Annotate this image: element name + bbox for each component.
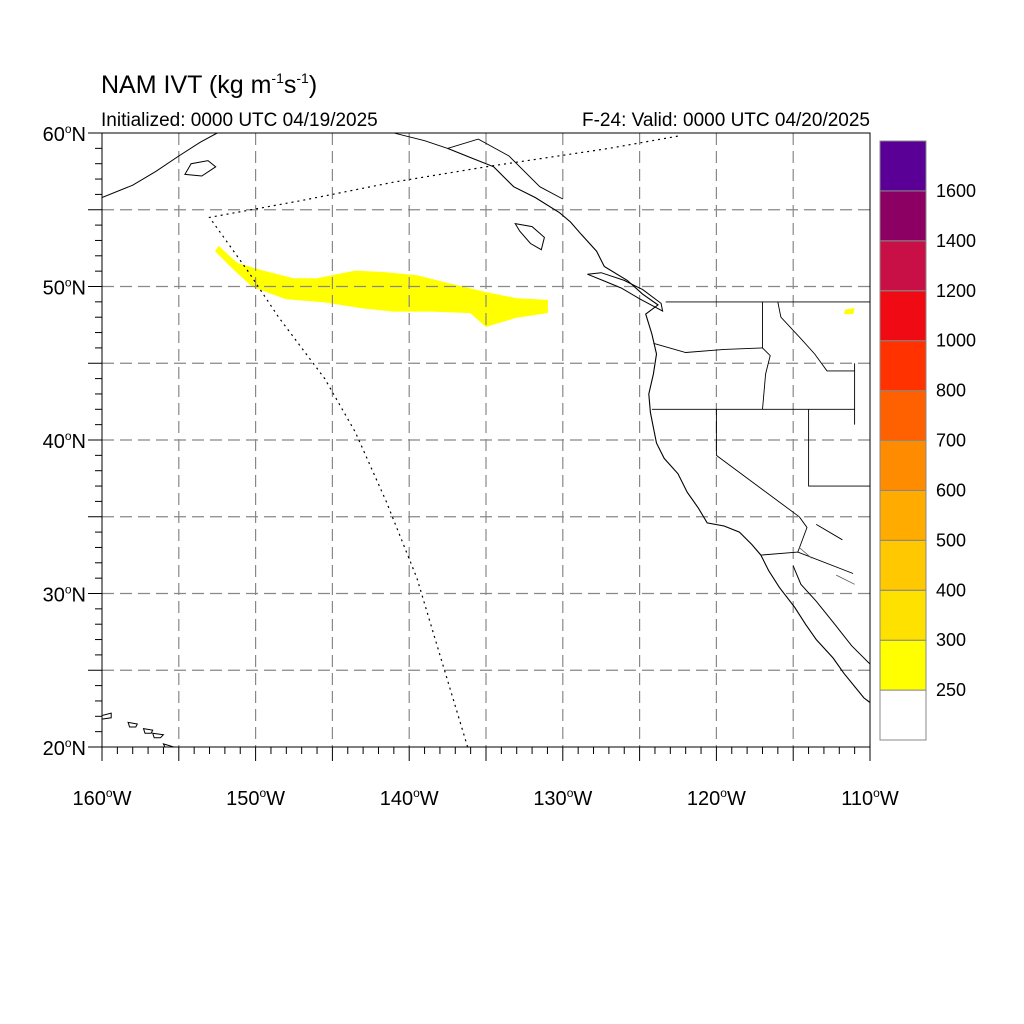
lon-tick-label: 110oW [841, 786, 899, 810]
colorbar-label: 800 [936, 381, 966, 401]
colorbar-box [879, 140, 927, 192]
colorbar-box [879, 589, 927, 641]
political-border [815, 524, 843, 541]
political-border [653, 342, 763, 353]
political-border [393, 133, 564, 200]
coastline [447, 147, 870, 703]
hawaii-island [127, 721, 139, 728]
colorbar-label: 1400 [936, 231, 976, 251]
colorbar-label: 400 [936, 580, 966, 600]
colorbar-label: 500 [936, 530, 966, 550]
title-units-exp2: -1 [296, 70, 309, 86]
axis-labels: 160oW 150oW 140oW 130oW 120oW 110oW 20oN 30oN 40… [43, 122, 899, 810]
political-border [762, 301, 771, 410]
lon-tick-label: 160oW [73, 786, 132, 810]
colorbar-label: 1600 [936, 181, 976, 201]
lat-tick-label: 20oN [43, 736, 86, 760]
title-units-prefix: (kg m [208, 71, 272, 99]
island-outline [184, 160, 217, 177]
hawaii-island [162, 743, 176, 747]
colorbar-box [879, 689, 927, 741]
border-line [799, 547, 812, 559]
colorbar-label: 300 [936, 630, 966, 650]
alaska-coastline [102, 133, 218, 198]
lat-tick-label: 60oN [43, 122, 86, 146]
title-model: NAM [101, 71, 157, 99]
map-title: NAM IVT (kg m-1s-1) [101, 70, 317, 100]
border-line [836, 574, 855, 585]
colorbar-box [879, 340, 927, 392]
colorbar-box [879, 440, 927, 491]
valid-time-label: F-24: Valid: 0000 UTC 04/20/2025 [582, 110, 870, 131]
lon-tick-label: 120oW [687, 786, 746, 810]
title-field: IVT [163, 71, 202, 99]
colorbar-box [879, 290, 927, 342]
colorbar-box [879, 639, 927, 691]
colorbar-box [879, 489, 927, 541]
lat-tick-label: 30oN [43, 583, 86, 607]
ivt-small-patch [843, 308, 855, 315]
initialized-label: Initialized: 0000 UTC 04/19/2025 [101, 110, 378, 131]
gulf-coastline [792, 565, 870, 665]
colorbar-label: 1200 [936, 281, 976, 301]
lon-tick-label: 130oW [533, 786, 592, 810]
lon-tick-label: 140oW [380, 786, 439, 810]
title-units-suffix: ) [308, 71, 318, 99]
colorbar-label: 250 [936, 680, 966, 700]
lat-tick-label: 40oN [43, 429, 86, 453]
hawaii-island [142, 727, 154, 734]
axis-ticks [88, 132, 871, 761]
political-border [808, 409, 870, 487]
title-units-exp1: -1 [271, 70, 284, 86]
colorbar-label: 700 [936, 431, 966, 451]
domain-boundary [208, 135, 679, 747]
title-units-mid: s [283, 71, 297, 99]
colorbar-label: 1000 [936, 331, 976, 351]
colorbar: 250 300 400 500 600 700 800 1000 1200 1400 1600 [879, 140, 976, 741]
political-border [777, 301, 855, 372]
colorbar-box [879, 190, 927, 242]
map-plot-area [102, 133, 870, 747]
lon-tick-label: 150oW [226, 786, 285, 810]
political-border [797, 516, 808, 553]
political-border [760, 551, 854, 574]
colorbar-box [879, 539, 927, 591]
colorbar-box [879, 390, 927, 442]
political-border [715, 409, 800, 518]
island-outline [587, 272, 664, 313]
hawaii-island [151, 732, 165, 739]
colorbar-label: 600 [936, 480, 966, 500]
lat-tick-label: 50oN [43, 276, 86, 300]
hawaii-island [102, 712, 112, 720]
colorbar-box [879, 240, 927, 292]
island-outline [514, 222, 545, 251]
